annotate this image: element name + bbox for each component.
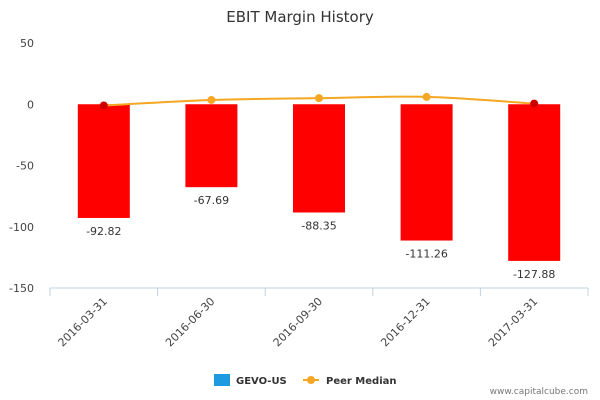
x-axis: 2016-03-31 2016-06-30 2016-09-30 2016-12-31…: [49, 287, 589, 349]
chart-title: EBIT Margin History: [226, 8, 374, 26]
data-label: -111.26: [405, 248, 447, 261]
peer-median-point[interactable]: [422, 92, 431, 101]
y-tick-label: 0: [27, 98, 34, 111]
data-label: -92.82: [86, 225, 121, 238]
x-tick-label: 2016-03-31: [56, 295, 110, 349]
data-label: -127.88: [513, 268, 555, 281]
peer-median-line: [99, 92, 539, 110]
data-label: -88.35: [301, 219, 336, 232]
legend-label-peer-median[interactable]: Peer Median: [326, 376, 397, 387]
bar-2017-03-31[interactable]: [508, 104, 561, 261]
legend-swatch-gevo[interactable]: [214, 374, 230, 386]
y-axis: 50 0 -50 -100 -150: [9, 37, 34, 295]
x-tick-label: 2016-12-31: [378, 295, 432, 349]
x-tick-label: 2017-03-31: [486, 295, 540, 349]
y-tick-label: -50: [16, 160, 34, 173]
peer-median-point[interactable]: [315, 94, 323, 103]
legend: GEVO-US Peer Median: [214, 374, 397, 387]
legend-label-gevo[interactable]: GEVO-US: [236, 376, 287, 387]
y-tick-label: -150: [9, 282, 34, 295]
y-tick-label: -100: [9, 221, 34, 234]
y-tick-label: 50: [20, 37, 34, 50]
bar-2016-03-31[interactable]: [77, 104, 130, 218]
bar-2016-09-30[interactable]: [293, 104, 345, 213]
credit-text: www.capitalcube.com: [490, 387, 588, 397]
peer-median-point[interactable]: [99, 101, 108, 110]
bar-2016-06-30[interactable]: [185, 104, 238, 188]
peer-median-point[interactable]: [530, 99, 539, 108]
x-tick-label: 2016-06-30: [163, 295, 217, 349]
bars: -92.82 -67.69 -88.35 -111.26 -127.88: [77, 104, 561, 281]
legend-marker-peer-median[interactable]: [307, 376, 315, 384]
data-label: -67.69: [194, 194, 229, 207]
x-tick-label: 2016-09-30: [271, 295, 325, 349]
bar-2016-12-31[interactable]: [400, 104, 453, 241]
peer-median-point[interactable]: [207, 95, 216, 104]
